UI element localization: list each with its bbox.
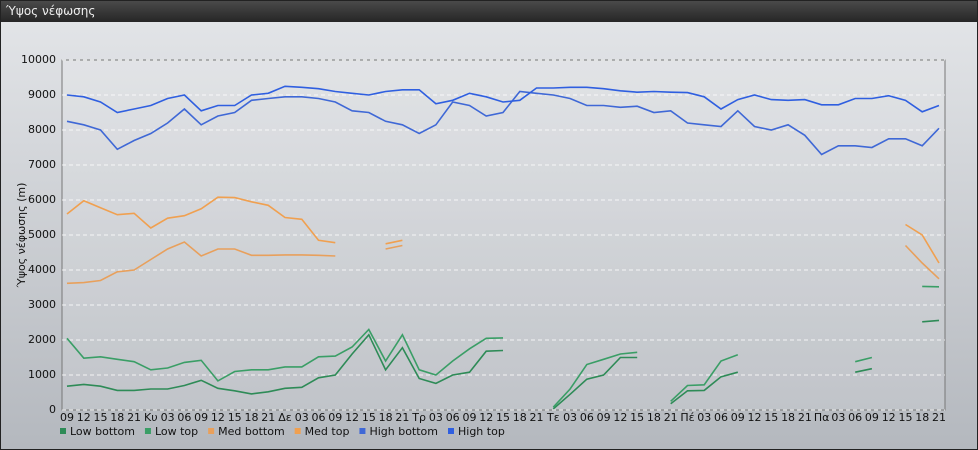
x-tick-label: 15 [228, 411, 242, 424]
x-tick-label: 12 [613, 411, 627, 424]
x-tick-label: 03 [429, 411, 443, 424]
series-line [66, 285, 940, 408]
series-line [66, 319, 940, 410]
x-tick-label: 15 [94, 411, 108, 424]
x-tick-label: 06 [714, 411, 728, 424]
x-tick-label: 12 [882, 411, 896, 424]
chart: Ύψος νέφωσης (m) 0 1000 2000 3000 4000 5000 60… [15, 53, 946, 438]
legend-label: Low bottom [70, 425, 135, 438]
y-tick-label: 1000 [28, 368, 56, 381]
y-tick-label: 4000 [28, 263, 56, 276]
x-tick-label: 18 [915, 411, 929, 424]
x-tick-label: 21 [932, 411, 946, 424]
title-bar: Ύψος νέφωσης [1, 1, 977, 22]
x-tick-label: 18 [647, 411, 661, 424]
series-line [66, 196, 940, 264]
legend-swatch [208, 428, 215, 434]
x-tick-label: 03 [563, 411, 577, 424]
x-tick-label: 09 [328, 411, 342, 424]
x-tick-label: 21 [798, 411, 812, 424]
legend-swatch [60, 428, 66, 434]
x-tick-label: 03 [161, 411, 175, 424]
x-tick-label: 03 [697, 411, 711, 424]
legend-label: Low top [155, 425, 198, 438]
y-tick-label: 6000 [28, 193, 56, 206]
x-tick-label: 09 [865, 411, 879, 424]
x-tick-label: 09 [194, 411, 208, 424]
x-tick-label: Πα [814, 411, 830, 424]
x-tick-label: 06 [446, 411, 460, 424]
y-tick-label: 2000 [28, 333, 56, 346]
x-tick-label: 12 [77, 411, 91, 424]
y-tick-label: 10000 [21, 53, 56, 66]
x-tick-label: 21 [664, 411, 678, 424]
x-tick-label: Τε [546, 411, 560, 424]
y-tick-label: 9000 [28, 88, 56, 101]
x-tick-label: 15 [764, 411, 778, 424]
x-tick-label: 18 [110, 411, 124, 424]
x-tick-label: 18 [781, 411, 795, 424]
x-tick-label: 18 [379, 411, 393, 424]
x-tick-label: 12 [479, 411, 493, 424]
y-tick-label: 0 [49, 403, 56, 416]
legend-swatch [448, 428, 454, 434]
x-tick-label: 09 [60, 411, 74, 424]
x-tick-label: 12 [748, 411, 762, 424]
x-tick-label: 21 [261, 411, 275, 424]
x-tick-label: 21 [530, 411, 544, 424]
x-tick-label: Τρ [411, 411, 426, 424]
y-tick-label: 3000 [28, 298, 56, 311]
legend-swatch [144, 428, 151, 434]
legend-label: High top [458, 425, 505, 438]
y-tick-label: 5000 [28, 228, 56, 241]
x-tick-label: 06 [312, 411, 326, 424]
x-tick-label: 12 [345, 411, 359, 424]
x-tick-label: Δε [278, 411, 292, 424]
legend-label: Med top [305, 425, 350, 438]
x-tick-label: 21 [395, 411, 409, 424]
x-tick-label: 06 [848, 411, 862, 424]
x-tick-label: Κυ [144, 411, 158, 424]
x-tick-label: 21 [127, 411, 141, 424]
legend-label: High bottom [369, 425, 438, 438]
x-tick-label: 09 [597, 411, 611, 424]
x-tick-label: 09 [731, 411, 745, 424]
series-line [66, 241, 940, 285]
y-tick-label: 7000 [28, 158, 56, 171]
legend-swatch [359, 428, 366, 434]
y-axis-title: Ύψος νέφωσης (m) [15, 183, 28, 289]
legend-label: Med bottom [218, 425, 285, 438]
legend-swatch [294, 428, 301, 434]
x-tick-label: 15 [362, 411, 376, 424]
x-tick-label: 09 [462, 411, 476, 424]
x-tick-label: 15 [496, 411, 510, 424]
series-line [66, 90, 940, 156]
x-tick-label: 03 [295, 411, 309, 424]
series-line [66, 85, 940, 114]
x-tick-label: 03 [831, 411, 845, 424]
x-tick-label: Πέ [680, 411, 694, 424]
x-tick-label: 12 [211, 411, 225, 424]
x-tick-label: 15 [630, 411, 644, 424]
y-tick-label: 8000 [28, 123, 56, 136]
x-tick-label: 18 [513, 411, 527, 424]
x-tick-label: 15 [898, 411, 912, 424]
x-tick-label: 06 [177, 411, 191, 424]
x-tick-label: 06 [580, 411, 594, 424]
x-tick-label: 18 [244, 411, 258, 424]
